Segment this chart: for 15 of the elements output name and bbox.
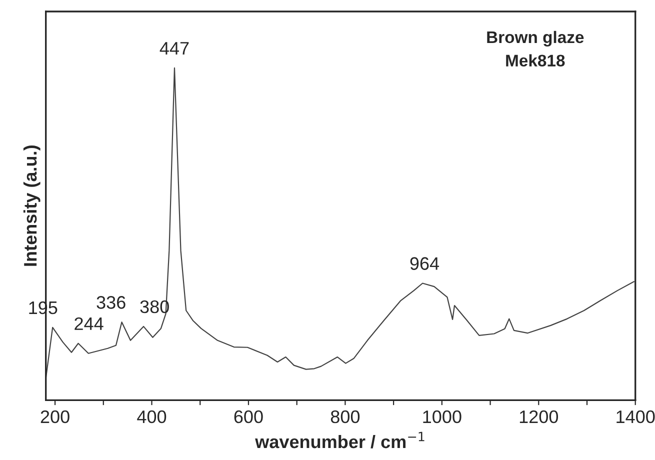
x-tick-label: 400 xyxy=(137,410,166,424)
annotation: 447 xyxy=(160,42,189,55)
x-tick-label: 200 xyxy=(40,410,70,424)
annotation: 964 xyxy=(410,257,440,270)
annotation: 244 xyxy=(74,317,104,330)
chart-subtitle: Mek818 xyxy=(506,54,565,67)
x-tick-label: 800 xyxy=(330,410,360,424)
x-tick-label: 1400 xyxy=(616,410,655,424)
x-tick-label: 1200 xyxy=(520,410,558,424)
x-tick-label: 600 xyxy=(234,410,263,424)
x-axis-title: wavenumber / cm$^{−1}$ xyxy=(255,432,424,448)
chart-title: Brown glaze xyxy=(487,30,584,47)
annotation: 336 xyxy=(96,296,126,309)
x-tick-label: 1000 xyxy=(423,410,462,424)
y-axis-title: Intensity (a.u.) xyxy=(23,146,40,266)
